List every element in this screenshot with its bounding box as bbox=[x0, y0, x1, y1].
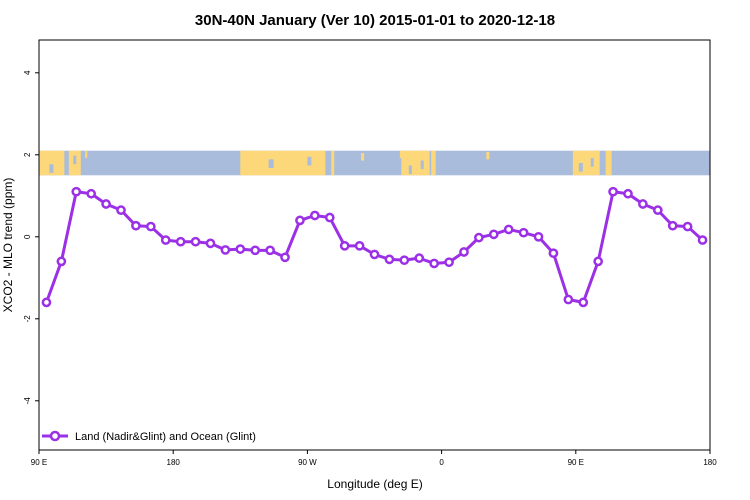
map-land-bit bbox=[486, 151, 490, 160]
data-point bbox=[682, 221, 693, 232]
data-point bbox=[414, 253, 425, 263]
data-point bbox=[324, 212, 335, 223]
data-point bbox=[220, 245, 231, 255]
data-point bbox=[459, 247, 469, 257]
data-point bbox=[563, 294, 574, 305]
map-land bbox=[240, 150, 326, 176]
y-axis-label: XCO2 - MLO trend (ppm) bbox=[1, 178, 15, 313]
data-point bbox=[250, 245, 261, 256]
data-point bbox=[56, 256, 67, 267]
data-point bbox=[41, 297, 52, 308]
map-coast bbox=[408, 165, 412, 175]
map-coast bbox=[420, 160, 424, 170]
data-point bbox=[160, 235, 171, 245]
map-coast bbox=[578, 163, 583, 172]
data-point bbox=[652, 205, 663, 215]
data-point bbox=[503, 224, 514, 235]
data-point bbox=[608, 186, 618, 197]
map-land-bit bbox=[399, 150, 402, 159]
map-coast bbox=[268, 159, 274, 168]
data-point bbox=[116, 205, 126, 215]
x-tick-label: 90 E bbox=[568, 458, 584, 467]
data-point bbox=[578, 297, 589, 308]
data-point bbox=[86, 188, 97, 199]
x-tick-label: 180 bbox=[703, 458, 717, 467]
y-tick-label: 2 bbox=[23, 152, 32, 157]
data-point bbox=[71, 186, 82, 197]
data-point bbox=[339, 240, 350, 251]
data-point bbox=[205, 238, 216, 249]
data-point bbox=[131, 220, 141, 231]
data-point bbox=[548, 248, 559, 259]
map-land-bit bbox=[361, 153, 365, 161]
legend-label: Land (Nadir&Glint) and Ocean (Glint) bbox=[75, 431, 256, 443]
data-point bbox=[593, 256, 604, 267]
data-point bbox=[145, 221, 156, 232]
map-coast bbox=[590, 158, 594, 167]
map-coast bbox=[49, 164, 54, 173]
plot-frame bbox=[38, 39, 711, 451]
y-tick-label: 4 bbox=[23, 70, 32, 75]
legend-marker bbox=[49, 430, 61, 442]
x-tick-label: 90 E bbox=[31, 458, 47, 467]
chart-title: 30N-40N January (Ver 10) 2015-01-01 to 2… bbox=[195, 12, 555, 29]
data-point bbox=[235, 244, 246, 254]
map-coast bbox=[73, 155, 77, 165]
data-point bbox=[175, 236, 186, 247]
data-point bbox=[518, 227, 529, 238]
map-strip bbox=[39, 150, 710, 176]
map-land bbox=[572, 150, 600, 176]
map-land bbox=[331, 150, 335, 176]
map-land bbox=[605, 150, 612, 176]
x-axis: 90 E 180 90 W 0 90 E 180 bbox=[31, 450, 717, 467]
data-point bbox=[265, 245, 275, 256]
y-tick-label: -4 bbox=[23, 397, 32, 405]
data-point bbox=[623, 188, 633, 199]
data-point bbox=[190, 236, 201, 247]
data-point bbox=[101, 199, 111, 209]
x-tick-label: 180 bbox=[167, 458, 181, 467]
y-tick-label: 0 bbox=[23, 234, 32, 239]
y-axis: -4 -2 0 2 4 bbox=[23, 70, 39, 404]
data-point bbox=[697, 235, 708, 245]
data-point bbox=[369, 249, 380, 260]
data-point bbox=[667, 220, 678, 231]
series-line bbox=[45, 190, 704, 304]
x-tick-label: 0 bbox=[439, 458, 444, 467]
map-land bbox=[401, 150, 430, 176]
data-point bbox=[488, 229, 499, 240]
x-tick-label: 90 W bbox=[298, 458, 317, 467]
data-point bbox=[354, 240, 365, 251]
data-point bbox=[310, 210, 320, 221]
data-point bbox=[429, 258, 439, 269]
map-land-bit bbox=[85, 150, 88, 159]
map-land bbox=[431, 150, 436, 176]
data-point bbox=[399, 255, 410, 266]
data-point bbox=[280, 252, 290, 263]
legend: Land (Nadir&Glint) and Ocean (Glint) bbox=[42, 430, 256, 443]
data-point bbox=[638, 199, 648, 209]
data-point bbox=[533, 231, 544, 242]
data-point bbox=[295, 215, 305, 226]
data-point bbox=[444, 257, 454, 268]
data-point bbox=[384, 254, 395, 265]
x-axis-label: Longitude (deg E) bbox=[327, 477, 422, 491]
data-point bbox=[474, 232, 484, 243]
y-tick-label: -2 bbox=[23, 315, 32, 323]
map-coast bbox=[307, 156, 312, 166]
series-group bbox=[41, 186, 708, 308]
